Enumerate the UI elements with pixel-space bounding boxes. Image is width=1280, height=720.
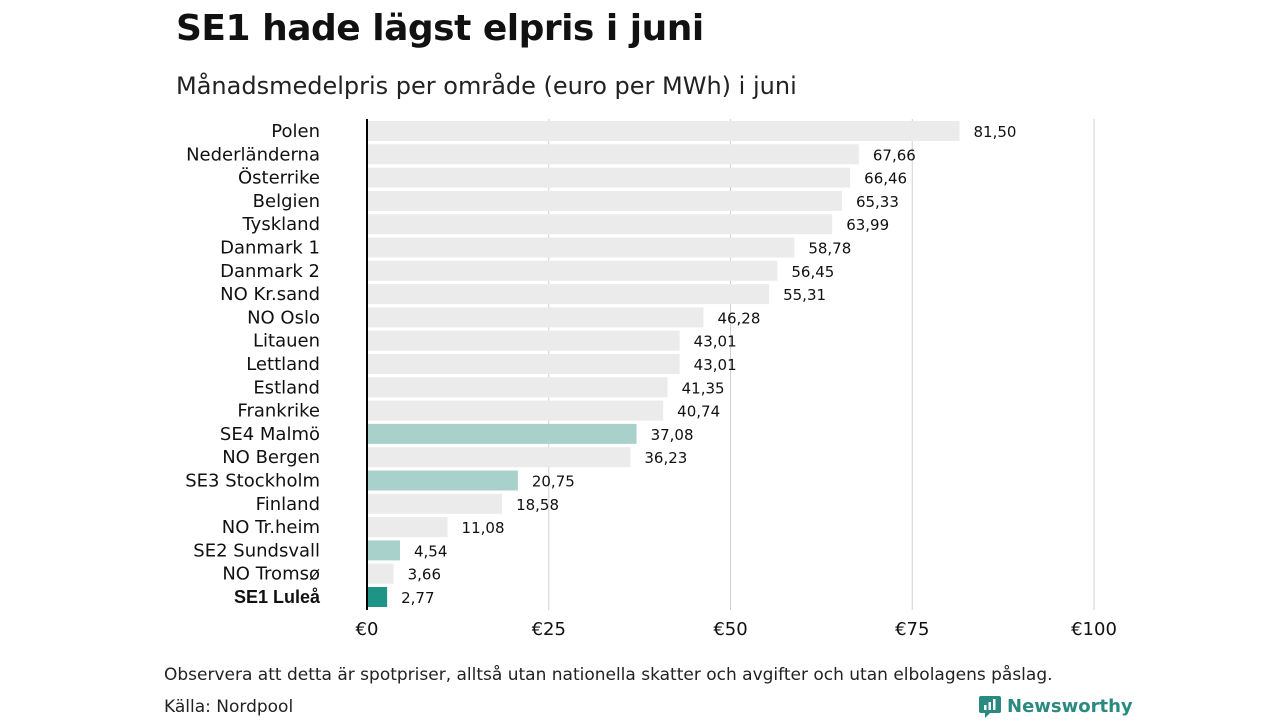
value-label: 18,58 xyxy=(516,496,559,514)
x-tick-label: €75 xyxy=(895,619,929,640)
value-label: 66,46 xyxy=(864,170,907,188)
bar xyxy=(367,307,704,328)
category-label: SE3 Stockholm xyxy=(185,471,320,492)
value-label: 36,23 xyxy=(644,449,687,467)
value-label: 37,08 xyxy=(651,426,694,444)
x-tick-label: €25 xyxy=(532,619,566,640)
value-label: 11,08 xyxy=(462,519,505,537)
category-label: SE1 Luleå xyxy=(234,587,321,607)
x-tick-label: €0 xyxy=(356,619,379,640)
bar xyxy=(367,563,394,584)
bar xyxy=(367,354,680,374)
bar xyxy=(367,190,842,211)
category-label: NO Kr.sand xyxy=(220,284,320,305)
category-label: Tyskland xyxy=(241,214,320,235)
category-label: NO Tr.heim xyxy=(222,517,320,538)
value-label: 81,50 xyxy=(974,123,1017,141)
chart-subtitle: Månadsmedelpris per område (euro per MWh… xyxy=(176,72,797,100)
category-label: Österrike xyxy=(238,167,320,189)
bar xyxy=(367,121,960,141)
x-axis-ticks: €0 €25 €50 €75 €100 xyxy=(356,619,1117,640)
bar xyxy=(367,587,388,607)
bar xyxy=(367,330,680,351)
category-labels: PolenNederländernaÖsterrikeBelgienTyskla… xyxy=(185,121,321,607)
newsworthy-logo[interactable]: Newsworthy xyxy=(979,694,1133,718)
source-label: Källa: Nordpool xyxy=(164,697,294,717)
value-label: 63,99 xyxy=(846,216,889,234)
x-tick-label: €50 xyxy=(713,619,747,640)
category-label: Nederländerna xyxy=(186,144,320,165)
value-label: 40,74 xyxy=(677,403,720,421)
category-label: Polen xyxy=(271,121,320,142)
value-label: 43,01 xyxy=(694,333,737,351)
bar xyxy=(367,260,778,281)
bar xyxy=(367,423,637,444)
bar xyxy=(367,167,851,188)
value-label: 67,66 xyxy=(873,146,916,164)
value-label: 56,45 xyxy=(791,263,834,281)
category-label: NO Oslo xyxy=(247,307,320,328)
category-label: Belgien xyxy=(253,191,320,212)
value-label: 41,35 xyxy=(682,379,725,397)
category-label: Danmark 2 xyxy=(220,261,320,282)
value-label: 3,66 xyxy=(408,566,441,584)
value-label: 58,78 xyxy=(808,240,851,258)
category-label: Frankrike xyxy=(237,401,320,422)
newsworthy-logo-icon xyxy=(979,696,1001,718)
value-labels: 81,50 67,66 66,46 65,33 63,99 58,78 56,45 55,31… xyxy=(401,123,1016,607)
value-label: 65,33 xyxy=(856,193,899,211)
bar xyxy=(367,447,631,468)
bar xyxy=(367,284,770,305)
value-label: 43,01 xyxy=(694,356,737,374)
x-tick-label: €100 xyxy=(1071,619,1117,640)
bar xyxy=(367,377,668,398)
bar xyxy=(367,400,664,421)
bar xyxy=(367,237,795,258)
category-label: SE2 Sundsvall xyxy=(193,540,320,561)
logo-text: Newsworthy xyxy=(1007,695,1133,717)
value-label: 55,31 xyxy=(783,286,826,304)
bars xyxy=(367,121,960,607)
value-label: 4,54 xyxy=(414,542,447,560)
chart-title: SE1 hade lägst elpris i juni xyxy=(176,8,704,49)
category-label: Litauen xyxy=(253,331,320,352)
bar xyxy=(367,540,401,561)
category-label: Estland xyxy=(253,377,320,398)
footnote: Observera att detta är spotpriser, allts… xyxy=(164,665,1053,685)
value-label: 20,75 xyxy=(532,473,575,491)
bar xyxy=(367,517,448,538)
category-label: Lettland xyxy=(246,354,320,375)
value-label: 46,28 xyxy=(717,309,760,327)
category-label: Finland xyxy=(256,494,320,515)
bar xyxy=(367,144,859,165)
category-label: NO Tromsø xyxy=(222,564,320,585)
bar xyxy=(367,470,518,491)
bar xyxy=(367,493,503,514)
value-label: 2,77 xyxy=(401,589,434,607)
category-label: NO Bergen xyxy=(222,447,320,468)
category-label: SE4 Malmö xyxy=(220,424,320,445)
bar xyxy=(367,214,833,235)
category-label: Danmark 1 xyxy=(220,238,320,259)
